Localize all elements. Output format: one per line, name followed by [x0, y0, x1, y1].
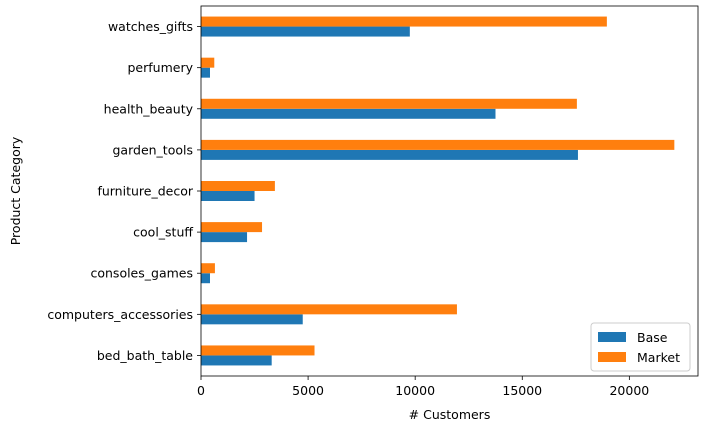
- bar-base-bed_bath_table: [201, 355, 272, 366]
- x-tick-label: 0: [197, 383, 205, 398]
- x-tick-label: 20000: [609, 383, 649, 398]
- bar-market-garden_tools: [201, 139, 675, 150]
- bar-market-health_beauty: [201, 98, 577, 109]
- legend-label-market: Market: [637, 350, 680, 365]
- legend: Base Market: [590, 322, 691, 372]
- bar-market-bed_bath_table: [201, 345, 315, 356]
- bar-base-consoles_games: [201, 273, 210, 284]
- bar-market-consoles_games: [201, 263, 215, 274]
- bar-base-health_beauty: [201, 108, 496, 119]
- x-axis-ticks: 0 5000 10000 15000 20000: [197, 376, 649, 398]
- y-tick-label: consoles_games: [90, 266, 193, 281]
- legend-swatch-market: [598, 352, 626, 362]
- bar-base-cool_stuff: [201, 232, 248, 243]
- x-tick-label: 10000: [395, 383, 435, 398]
- y-tick-label: health_beauty: [104, 101, 194, 116]
- y-tick-label: garden_tools: [113, 142, 194, 157]
- bar-base-perfumery: [201, 67, 210, 78]
- x-tick-label: 15000: [502, 383, 542, 398]
- y-tick-label: bed_bath_table: [97, 348, 193, 363]
- bar-market-computers_accessories: [201, 304, 457, 315]
- y-tick-label: cool_stuff: [133, 225, 193, 240]
- y-tick-label: watches_gifts: [108, 19, 193, 34]
- x-axis-label: # Customers: [409, 407, 491, 422]
- legend-swatch-base: [598, 332, 626, 342]
- y-axis-label: Product Category: [8, 136, 23, 245]
- bar-market-watches_gifts: [201, 16, 607, 27]
- bar-market-perfumery: [201, 57, 215, 68]
- x-tick-label: 5000: [292, 383, 324, 398]
- bar-base-watches_gifts: [201, 26, 410, 37]
- bar-base-computers_accessories: [201, 314, 303, 325]
- bar-base-garden_tools: [201, 149, 578, 160]
- y-tick-label: furniture_decor: [97, 184, 193, 199]
- bar-market-cool_stuff: [201, 222, 263, 233]
- bar-market-furniture_decor: [201, 181, 275, 191]
- legend-label-base: Base: [637, 330, 668, 345]
- bars-group: [201, 16, 675, 366]
- bar-base-furniture_decor: [201, 191, 255, 201]
- y-tick-label: perfumery: [128, 60, 194, 75]
- y-tick-label: computers_accessories: [47, 307, 193, 322]
- y-axis-ticks: bed_bath_table computers_accessories conso…: [47, 19, 201, 363]
